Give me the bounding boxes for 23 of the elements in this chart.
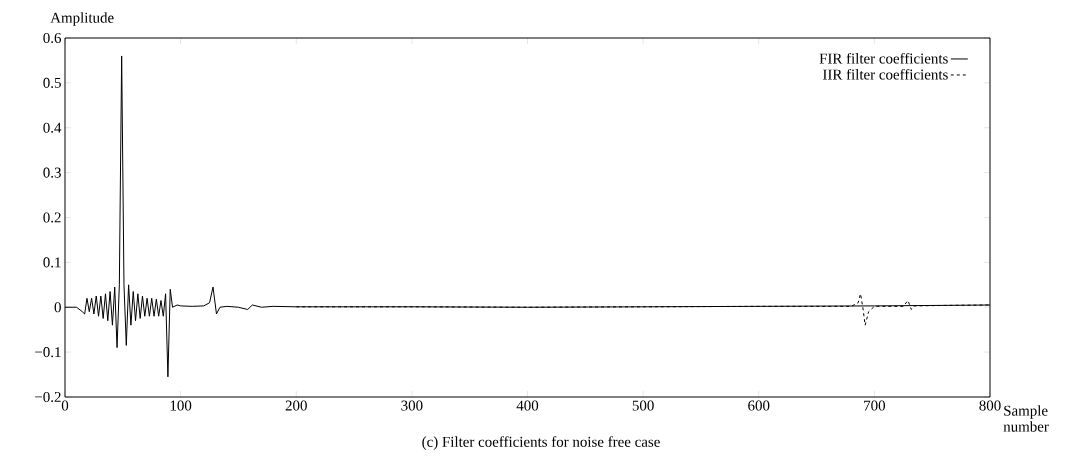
- y-tick-label: −0.2: [35, 391, 61, 403]
- legend-label: IIR filter coefficients: [823, 68, 948, 80]
- x-tick-label: 700: [864, 400, 886, 411]
- y-tick-label: 0.3: [43, 167, 61, 178]
- y-tick-label: 0.4: [43, 122, 62, 133]
- y-tick-label: 0.6: [43, 32, 62, 44]
- y-tick-label: 0.5: [43, 77, 61, 88]
- y-tick-label: 0.1: [43, 257, 61, 268]
- legend-label: FIR filter coefficients: [819, 52, 948, 64]
- x-tick-label: 300: [401, 400, 423, 411]
- x-tick-label: 0: [61, 400, 69, 411]
- x-tick-label: 600: [748, 400, 770, 411]
- x-tick-label: 100: [170, 400, 192, 411]
- x-axis-title: Sample number: [1003, 405, 1049, 432]
- x-tick-label: 400: [516, 400, 539, 411]
- text: (c) Filter coefficients for noise free case: [422, 436, 660, 450]
- y-tick-label: 0.2: [43, 212, 61, 223]
- x-tick-label: 800: [979, 400, 1001, 411]
- y-tick-label: 0: [54, 302, 61, 313]
- x-tick-label: 500: [632, 400, 654, 411]
- y-tick-label: −0.1: [35, 347, 61, 358]
- y-axis-title: Amplitude: [50, 12, 114, 26]
- x-tick-label: 200: [285, 400, 307, 411]
